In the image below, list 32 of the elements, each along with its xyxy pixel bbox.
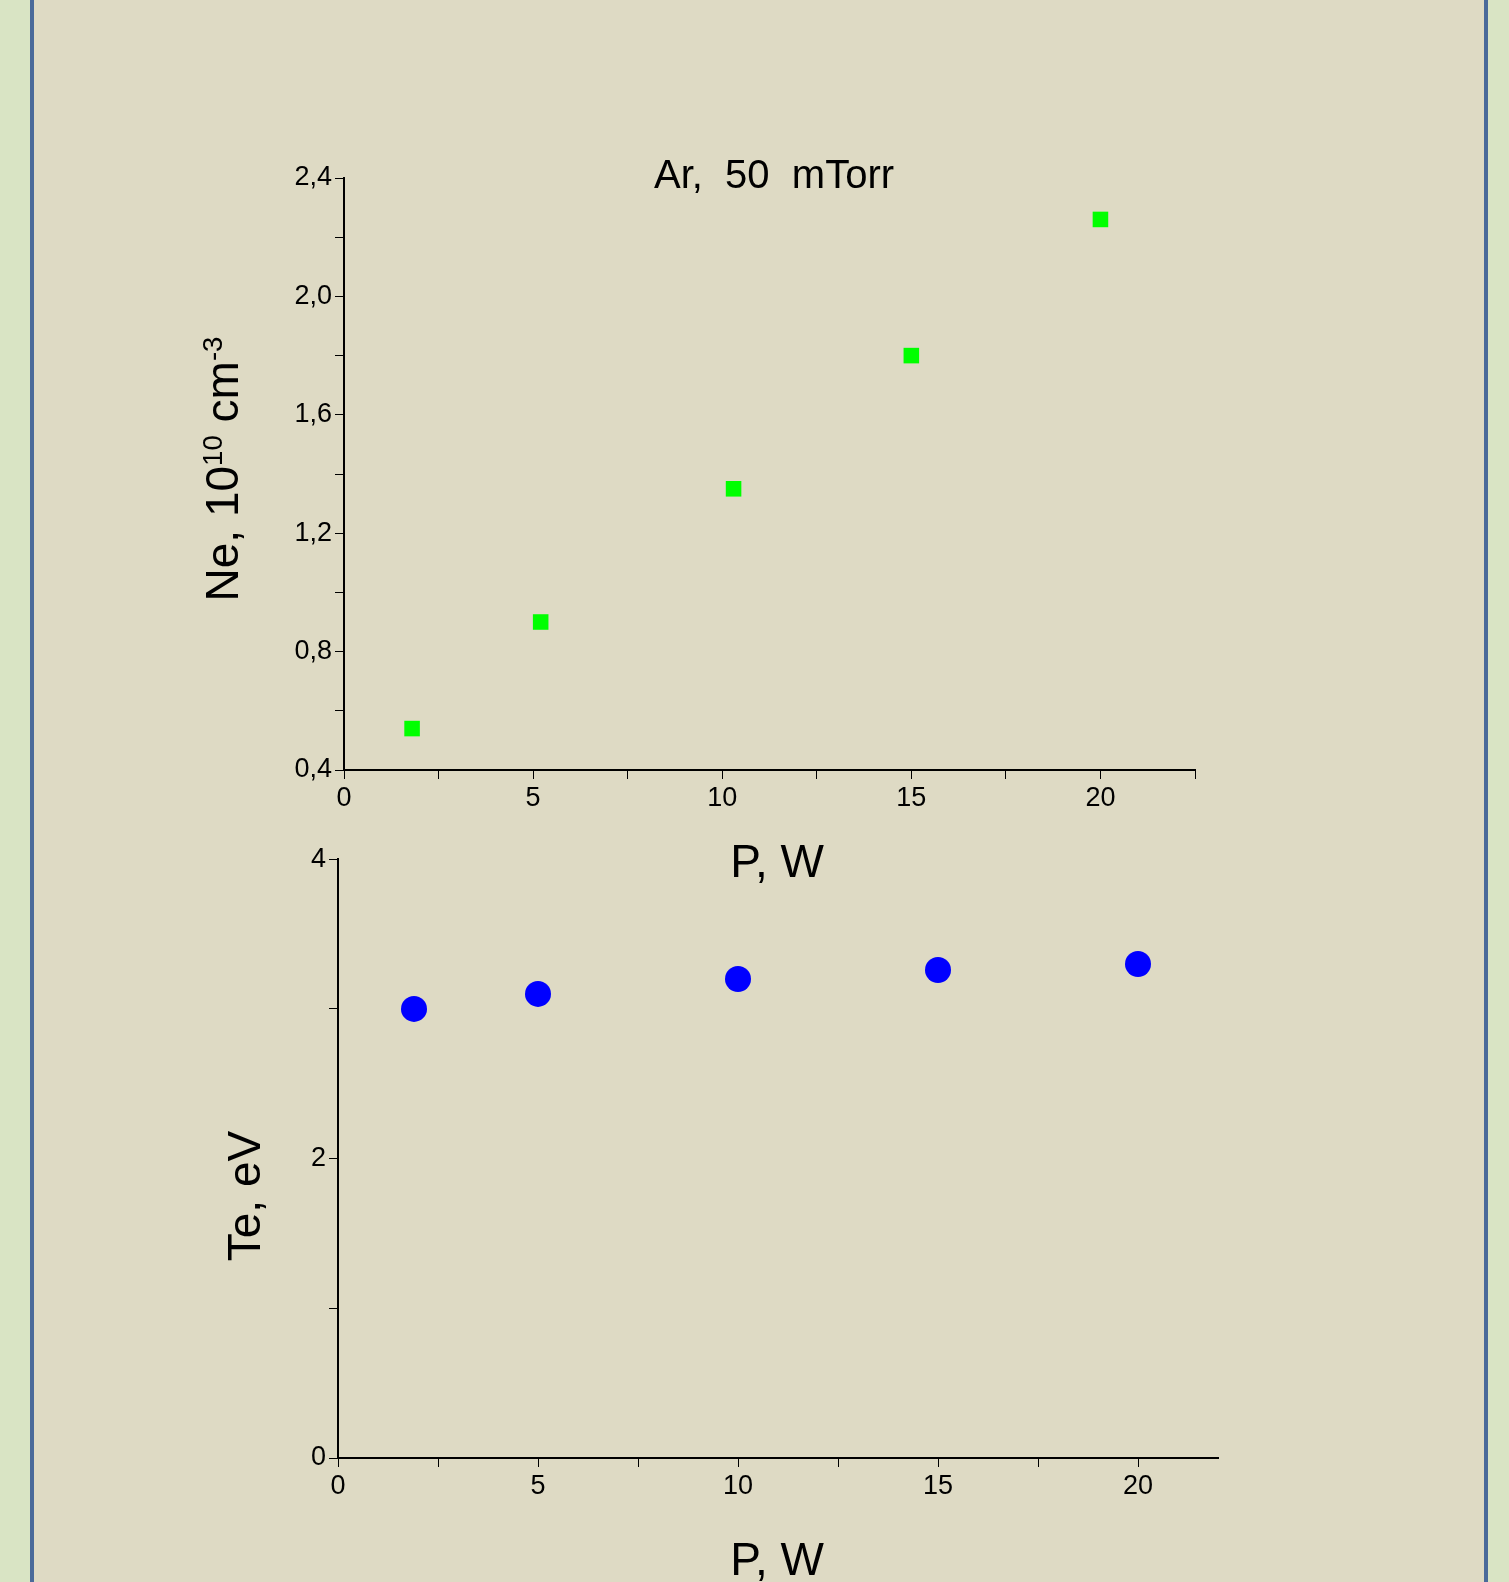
x-axis-title: P, W — [730, 1532, 824, 1582]
y-tick-label: 2 — [310, 1142, 326, 1173]
point — [404, 720, 420, 737]
y-tick-label: 4 — [310, 842, 326, 873]
y-tick-label: 1,6 — [294, 398, 332, 429]
point — [903, 347, 920, 364]
point — [525, 980, 551, 1007]
point — [401, 995, 427, 1022]
x-tick-label: 10 — [722, 1469, 754, 1500]
x-tick-label: 15 — [922, 1469, 954, 1500]
x-tick-label: 5 — [525, 781, 541, 812]
x-tick-label: 0 — [336, 781, 352, 812]
point — [1125, 950, 1151, 977]
y-tick-label: 0 — [310, 1441, 326, 1472]
x-axis-title: P, W — [730, 834, 824, 888]
point — [925, 956, 951, 983]
point — [725, 481, 742, 497]
point — [532, 614, 549, 630]
point — [1092, 211, 1109, 228]
y-tick-label: 0,4 — [294, 753, 332, 784]
x-tick-label: 20 — [1122, 1469, 1154, 1500]
y-axis-title: Te, eV — [217, 1130, 271, 1262]
y-tick-label: 1,2 — [294, 516, 332, 547]
x-tick-label: 20 — [1085, 781, 1116, 812]
y-tick-label: 2,4 — [294, 161, 332, 192]
x-tick-label: 10 — [707, 781, 738, 812]
y-tick-label: 0,8 — [294, 635, 332, 666]
y-tick-label: 2,0 — [294, 279, 332, 310]
x-tick-label: 15 — [896, 781, 927, 812]
chart-title: Ar, 50 mTorr — [653, 151, 895, 197]
point — [725, 965, 751, 992]
x-tick-label: 5 — [530, 1469, 546, 1500]
